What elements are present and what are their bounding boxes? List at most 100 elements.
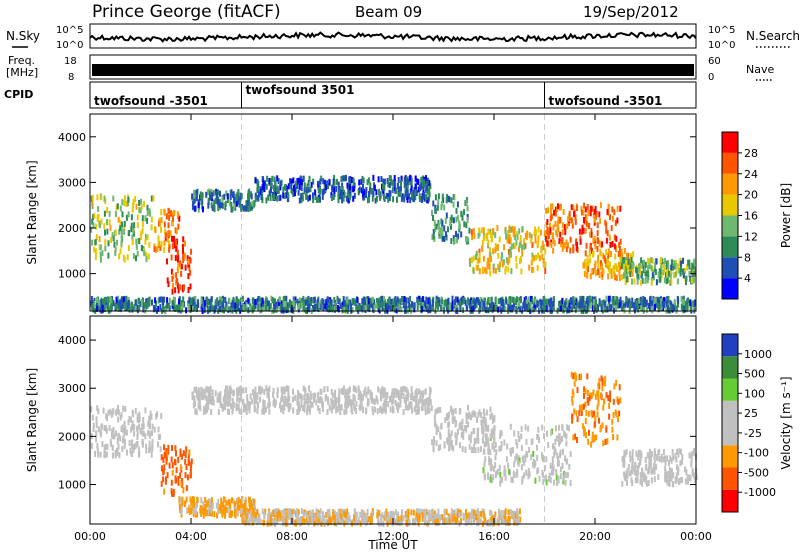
data-cell — [543, 433, 545, 440]
data-cell — [345, 305, 348, 312]
data-cell — [339, 303, 342, 310]
data-cell — [424, 405, 427, 412]
data-cell — [121, 199, 124, 206]
data-cell — [438, 228, 441, 234]
data-cell — [604, 257, 607, 264]
data-cell — [502, 259, 505, 266]
data-cell — [247, 206, 250, 212]
data-cell — [289, 301, 291, 308]
data-cell — [591, 267, 594, 274]
data-cell — [499, 297, 502, 304]
data-cell — [619, 296, 622, 303]
data-cell — [134, 443, 137, 450]
data-cell — [612, 398, 615, 405]
data-cell — [527, 296, 530, 303]
data-cell — [123, 228, 126, 235]
data-cell — [329, 305, 332, 312]
data-cell — [435, 440, 438, 447]
data-cell — [236, 200, 238, 207]
data-cell — [184, 458, 187, 465]
data-cell — [454, 432, 457, 439]
data-cell — [647, 302, 650, 309]
data-cell — [304, 390, 307, 397]
colorbar-title: Power [dB] — [779, 183, 793, 248]
data-cell — [193, 198, 196, 204]
data-cell — [423, 399, 426, 406]
data-cell — [383, 184, 386, 191]
data-cell — [593, 304, 596, 311]
data-cell — [581, 209, 583, 216]
data-cell — [606, 306, 609, 313]
data-cell — [640, 299, 643, 306]
data-cell — [607, 295, 610, 302]
data-cell — [206, 510, 208, 516]
data-cell — [371, 406, 374, 412]
data-cell — [308, 175, 311, 182]
data-cell — [498, 236, 501, 243]
data-cell — [95, 223, 98, 230]
data-cell — [432, 436, 435, 443]
data-cell — [416, 296, 419, 303]
data-cell — [640, 474, 643, 481]
data-cell — [507, 462, 510, 469]
data-cell — [130, 226, 133, 233]
data-cell — [396, 296, 399, 303]
data-cell — [288, 404, 291, 411]
data-cell — [131, 409, 134, 416]
data-cell — [292, 407, 295, 414]
data-cell — [167, 281, 170, 288]
data-cell — [521, 226, 524, 233]
data-cell — [385, 401, 387, 408]
data-cell — [657, 449, 660, 456]
data-cell — [620, 274, 623, 281]
data-cell — [279, 304, 282, 311]
data-cell — [380, 395, 382, 402]
data-cell — [191, 193, 194, 200]
data-cell — [471, 256, 473, 263]
data-cell — [512, 447, 514, 454]
data-cell — [268, 190, 271, 197]
data-cell — [391, 399, 393, 406]
data-cell — [491, 412, 494, 419]
data-cell — [130, 416, 132, 423]
data-cell — [106, 443, 109, 450]
data-cell — [605, 295, 608, 302]
data-cell — [489, 433, 492, 439]
data-cell — [347, 393, 350, 400]
data-cell — [259, 307, 262, 314]
data-cell — [235, 193, 238, 200]
data-cell — [405, 394, 408, 401]
data-cell — [121, 437, 124, 444]
data-cell — [417, 299, 420, 306]
data-cell — [657, 306, 660, 313]
data-cell — [415, 388, 418, 395]
data-cell — [244, 499, 247, 506]
data-cell — [331, 306, 334, 313]
data-cell — [194, 296, 197, 303]
data-cell — [128, 230, 131, 236]
data-cell — [576, 416, 579, 423]
data-cell — [549, 301, 552, 308]
data-cell — [421, 306, 424, 313]
data-cell — [539, 305, 542, 312]
data-cell — [316, 303, 319, 310]
data-cell — [211, 304, 214, 311]
data-cell — [387, 193, 390, 200]
data-cell — [136, 222, 139, 229]
data-cell — [200, 497, 203, 504]
data-cell — [290, 183, 293, 190]
data-cell — [574, 218, 577, 225]
data-cell — [106, 415, 108, 422]
data-cell — [109, 297, 112, 304]
data-cell — [580, 373, 582, 380]
data-cell — [170, 268, 173, 275]
data-cell — [516, 234, 519, 240]
data-cell — [615, 304, 618, 311]
data-cell — [217, 189, 220, 196]
data-cell — [378, 302, 381, 309]
data-cell — [200, 386, 203, 393]
data-cell — [302, 385, 305, 392]
data-cell — [127, 245, 130, 252]
data-cell — [319, 388, 322, 395]
data-cell — [114, 246, 117, 253]
